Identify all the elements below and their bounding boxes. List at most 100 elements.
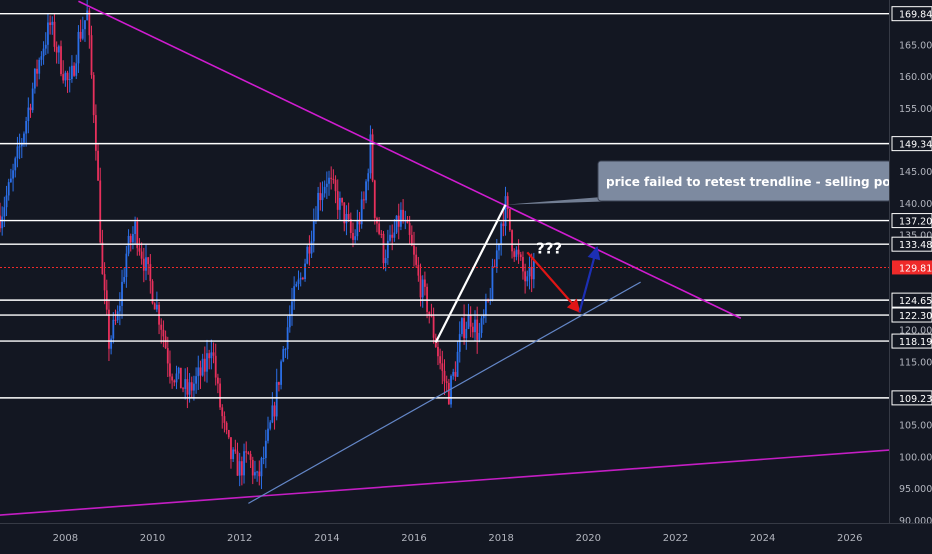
candle-body (145, 257, 147, 271)
candle-body (515, 249, 518, 257)
candle-body (195, 376, 198, 384)
candle-body (354, 236, 357, 240)
candle-body (247, 452, 250, 454)
candle-body (177, 367, 180, 374)
candle-body (71, 65, 73, 79)
level-price-label: 149.344 (899, 140, 932, 151)
candle-body (216, 377, 219, 384)
candle-body (44, 44, 47, 49)
candle-body (232, 449, 235, 460)
candle-body (432, 316, 435, 338)
candle-body (190, 382, 193, 391)
candle-body (92, 75, 95, 116)
candle-body (66, 72, 69, 81)
candle-body (465, 328, 468, 339)
candle-body (81, 29, 84, 39)
candle-body (160, 324, 163, 330)
candle-body (469, 314, 472, 327)
candle-body (336, 191, 339, 210)
candle-body (347, 213, 350, 219)
candle-body (508, 209, 511, 231)
candle-body (0, 215, 1, 229)
candle-body (269, 422, 272, 429)
long-term-support-trendline (0, 449, 890, 516)
candle-body (264, 440, 267, 458)
candle-body (524, 271, 527, 282)
level-price-label: 133.483 (899, 240, 932, 251)
candle-body (297, 279, 300, 284)
candle-body (23, 133, 25, 143)
candle-body (386, 240, 389, 259)
candle-body (506, 196, 509, 210)
candle-body (471, 326, 474, 333)
candle-body (343, 202, 346, 224)
candle-body (358, 220, 361, 225)
x-tick-label: 2026 (837, 533, 862, 544)
candle-body (395, 215, 398, 233)
candle-body (437, 346, 439, 357)
trendlines (0, 0, 890, 516)
candle-body (278, 382, 280, 385)
candle-body (428, 311, 431, 316)
candle-body (16, 146, 19, 159)
candle-body (14, 158, 17, 171)
current-price-tag (892, 260, 932, 275)
candle-body (42, 48, 45, 57)
candle-body (493, 266, 496, 268)
candle-body (526, 276, 529, 282)
candle-body (199, 367, 202, 376)
candle-body (25, 120, 28, 134)
candle-body (317, 192, 320, 220)
candle-body (402, 209, 405, 222)
y-tick-label: 105.000 (899, 421, 932, 432)
candle-body (334, 179, 337, 192)
candle-body (426, 286, 428, 312)
horizontal-levels (0, 12, 889, 399)
candle-body (129, 235, 132, 243)
candle-body (439, 356, 442, 364)
candle-body (463, 318, 466, 339)
candle-body (417, 264, 420, 276)
price-axis[interactable]: 90.000 95.000 100.000 105.000 115.000 120.000… (889, 0, 932, 527)
candle-body (254, 472, 256, 476)
candle-body (458, 334, 461, 352)
candle-body (384, 258, 387, 264)
x-tick-label: 2018 (488, 533, 513, 544)
candle-body (332, 178, 335, 180)
candle-body (153, 303, 156, 310)
candle-body (73, 65, 75, 76)
candle-body (184, 379, 187, 389)
candle-body (339, 198, 341, 210)
candle-body (94, 115, 97, 151)
candle-body (262, 457, 265, 459)
candle-body (169, 363, 171, 377)
candle-body (134, 221, 136, 235)
level-price-tag (891, 236, 932, 252)
price-series (0, 0, 535, 490)
candle-body (193, 383, 195, 391)
candle-body (389, 234, 391, 241)
candle-body (502, 223, 505, 227)
candle-body (443, 370, 446, 382)
candle-body (382, 233, 385, 264)
candle-body (18, 146, 21, 148)
y-tick-label: 95.000 (899, 484, 932, 495)
candle-body (500, 223, 503, 244)
candle-body (349, 218, 352, 233)
candle-body (271, 405, 274, 423)
candle-body (249, 453, 252, 460)
candle-body (413, 245, 415, 255)
candle-body (203, 358, 206, 372)
candle-body (51, 21, 54, 25)
candle-body (243, 451, 245, 476)
candle-body (517, 249, 520, 255)
candle-body (40, 56, 43, 60)
rebound-arrow (578, 245, 601, 313)
x-tick-label: 2010 (140, 533, 165, 544)
candle-body (210, 352, 213, 359)
candle-body (328, 177, 330, 184)
